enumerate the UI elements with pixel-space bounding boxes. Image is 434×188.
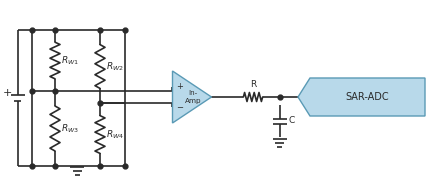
Text: $R_{W1}$: $R_{W1}$ bbox=[61, 54, 79, 67]
Text: In-
Amp: In- Amp bbox=[184, 90, 201, 104]
Text: $R_{W3}$: $R_{W3}$ bbox=[61, 122, 79, 135]
Text: +: + bbox=[2, 88, 12, 98]
Text: R: R bbox=[249, 80, 256, 89]
Polygon shape bbox=[297, 78, 424, 116]
Text: +: + bbox=[176, 82, 183, 91]
Text: −: − bbox=[176, 103, 183, 112]
Text: SAR-ADC: SAR-ADC bbox=[345, 92, 388, 102]
Text: $R_{W4}$: $R_{W4}$ bbox=[106, 128, 124, 141]
Text: C: C bbox=[288, 117, 295, 126]
Polygon shape bbox=[172, 71, 211, 123]
Text: $R_{W2}$: $R_{W2}$ bbox=[106, 60, 124, 73]
